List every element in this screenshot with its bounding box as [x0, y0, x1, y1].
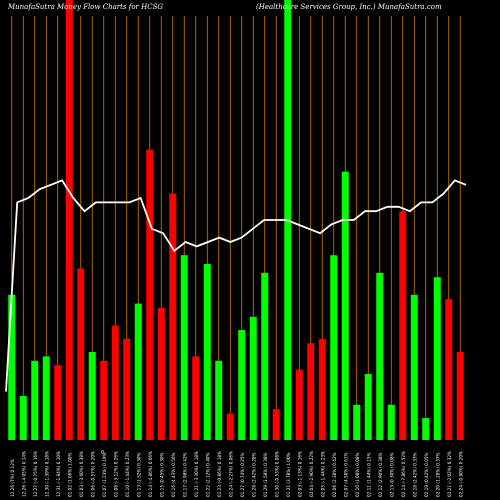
- bar-down: [456, 352, 464, 440]
- x-tick-label: 12.31 (-1.84%) 0.10%: [56, 451, 61, 497]
- bar-down: [272, 409, 280, 440]
- bar-up: [261, 272, 269, 440]
- x-tick-label: 02.11 (1.44%) 0.15%: [366, 452, 371, 497]
- bar-down: [169, 193, 177, 440]
- bar-up: [410, 294, 418, 440]
- x-tick-label: 02.21 (-2.02%) 0.32%: [447, 451, 452, 497]
- bar-down: [192, 356, 200, 440]
- x-tick-label: 01.14 (-4.86%) 0.66%: [148, 451, 153, 497]
- bar-down: [77, 268, 85, 440]
- bar-up: [364, 374, 372, 440]
- x-tick-label: 01.02 (1.06%) 1.00%: [67, 452, 72, 497]
- bar-down: [445, 299, 453, 440]
- chart-subtitle: (Healthcare Services Group, Inc.) Munafa…: [256, 3, 442, 11]
- bar-down: [100, 360, 108, 440]
- x-tick-label: 01.28 (2.42%) 0.28%: [251, 452, 256, 497]
- bar-up: [376, 272, 384, 440]
- x-tick-label: 01.30 (-0.53%) 0.08%: [274, 451, 279, 497]
- x-tick-label: 01.22 (2.12%) 0.40%: [205, 452, 210, 497]
- bar-up: [387, 404, 395, 440]
- x-tick-label: 12.30 (-1.39%) 0.18%: [44, 451, 49, 497]
- x-tick-label: 02.13 (0.30%) 0.08%: [389, 452, 394, 497]
- bar-up: [215, 360, 223, 440]
- chart-title: MunafaSutra Money Flow Charts for HCSG: [8, 3, 163, 11]
- x-tick-label: 02.12 (2.90%) 0.38%: [378, 452, 383, 497]
- x-tick-label: 01.10 (-1.44%) 0.23%: [125, 451, 130, 497]
- bar-down: [295, 369, 303, 440]
- x-tick-label: 01.13 (1.32%) 0.30%: [136, 452, 141, 497]
- bar-down: [157, 308, 165, 440]
- x-tick-label: 02.10 (1.08%) 0.08%: [355, 452, 360, 497]
- x-tick-label: 12.26 (7%) 0.12%: [10, 459, 15, 497]
- x-tick-label: 01.27 (0.74%) 0.25%: [240, 452, 245, 497]
- x-tick-label: 02.19 (0.42%) 0.05%: [424, 452, 429, 497]
- bar-up: [88, 352, 96, 440]
- x-tick-label: 02.20 (1.28%) 0.37%: [435, 452, 440, 497]
- x-tick-label: 02.06 (2.38%) 0.42%: [332, 452, 337, 497]
- bar-up: [433, 277, 441, 440]
- bar-down: [54, 365, 62, 440]
- x-tick-label: 01.21 (-3.30%) 0.18%: [194, 451, 199, 497]
- bar-down: [226, 413, 234, 440]
- x-tick-label: 01.15 (0.45%) 0.30%: [159, 452, 164, 497]
- bar-up: [19, 396, 27, 440]
- x-tick-label: 01.29 (1.58%) 0.38%: [263, 452, 268, 497]
- bar-down: [65, 0, 73, 440]
- x-tick-label: 02.24 (-0.90%) 0.20%: [458, 451, 463, 497]
- x-tick-label: 02.05 (-1.44%) 0.23%: [320, 451, 325, 497]
- bar-down: [318, 338, 326, 440]
- x-tick-label: 01.31 (3.78%) 1.00%: [286, 452, 291, 497]
- bar-up: [8, 294, 16, 440]
- bar-up: [353, 404, 361, 440]
- bar-down: [307, 343, 315, 440]
- bar-up: [31, 360, 39, 440]
- bar-down: [146, 149, 154, 440]
- bar-up: [249, 316, 257, 440]
- x-tick-label: 01.17 (2.98%) 0.42%: [182, 452, 187, 497]
- x-tick-label: 02.03 (-1.13%) 0.16%: [297, 451, 302, 497]
- x-tick-label: 02.07 (4.58%) 0.61%: [343, 452, 348, 497]
- bar-up: [180, 255, 188, 440]
- x-tick-label: 01.07 (1.23%) 0.19%: [102, 452, 107, 497]
- x-tick-label: 02.14 (-7.86%) 0.52%: [401, 451, 406, 497]
- bar-up: [422, 418, 430, 440]
- x-tick-label: 12.26 (-4.05%) 0.14%: [21, 451, 26, 497]
- bar-up: [238, 330, 246, 440]
- x-tick-label: 12.27 (-0.75%) 0.16%: [33, 451, 38, 497]
- x-tick-label: 02.18 (2.42%) 0.33%: [412, 452, 417, 497]
- x-tick-label: 01.08 (-3.12%) 0.26%: [113, 451, 118, 497]
- x-tick-label: 01.23 (-0.86%) 0.18%: [217, 451, 222, 497]
- x-tick-label: 01.03 (-3.60%) 0.38%: [79, 451, 84, 497]
- bar-up: [341, 171, 349, 440]
- x-tick-label: 02.04 (-2.90%) 0.22%: [309, 451, 314, 497]
- baseline-marker: 0: [101, 450, 104, 456]
- bar-up: [203, 264, 211, 440]
- bar-down: [123, 338, 131, 440]
- money-flow-line: [5, 179, 467, 392]
- x-tick-label: 01.24 (-2.27%) 0.06%: [228, 451, 233, 497]
- bar-up: [330, 255, 338, 440]
- bar-up: [134, 303, 142, 440]
- bar-down: [111, 325, 119, 440]
- bar-down: [399, 211, 407, 440]
- x-tick-label: 01.06 (-0.57%) 0.20%: [90, 451, 95, 497]
- bar-up: [42, 356, 50, 440]
- x-tick-label: 01.16 (4.43%) 0.56%: [171, 452, 176, 497]
